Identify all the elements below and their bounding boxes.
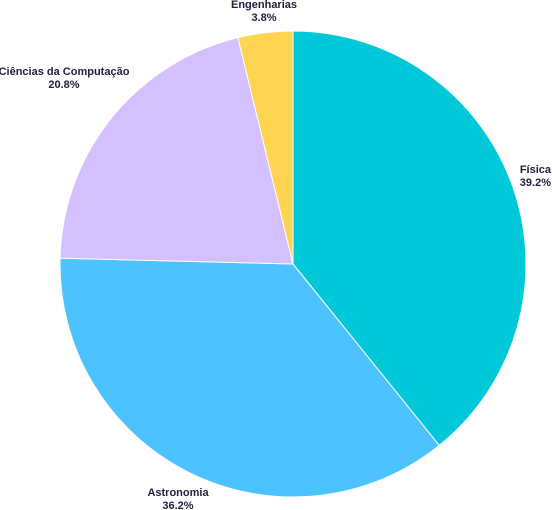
pie-slices [59, 30, 527, 498]
slice-value-3: 3.8% [251, 12, 276, 24]
pie-slice-1 [59, 257, 440, 498]
slice-value-1: 36.2% [162, 500, 193, 510]
slice-label-1: Astronomia [147, 487, 209, 499]
slice-label-0: Física [520, 164, 552, 176]
pie-slice-2 [59, 37, 294, 265]
slice-label-2: Ciências da Computação [0, 66, 130, 78]
slice-label-3: Engenharias [231, 0, 297, 11]
pie-slice-0 [292, 30, 527, 447]
slice-value-0: 39.2% [520, 177, 551, 189]
pie-slice-3 [237, 30, 294, 265]
slice-value-2: 20.8% [48, 79, 79, 91]
